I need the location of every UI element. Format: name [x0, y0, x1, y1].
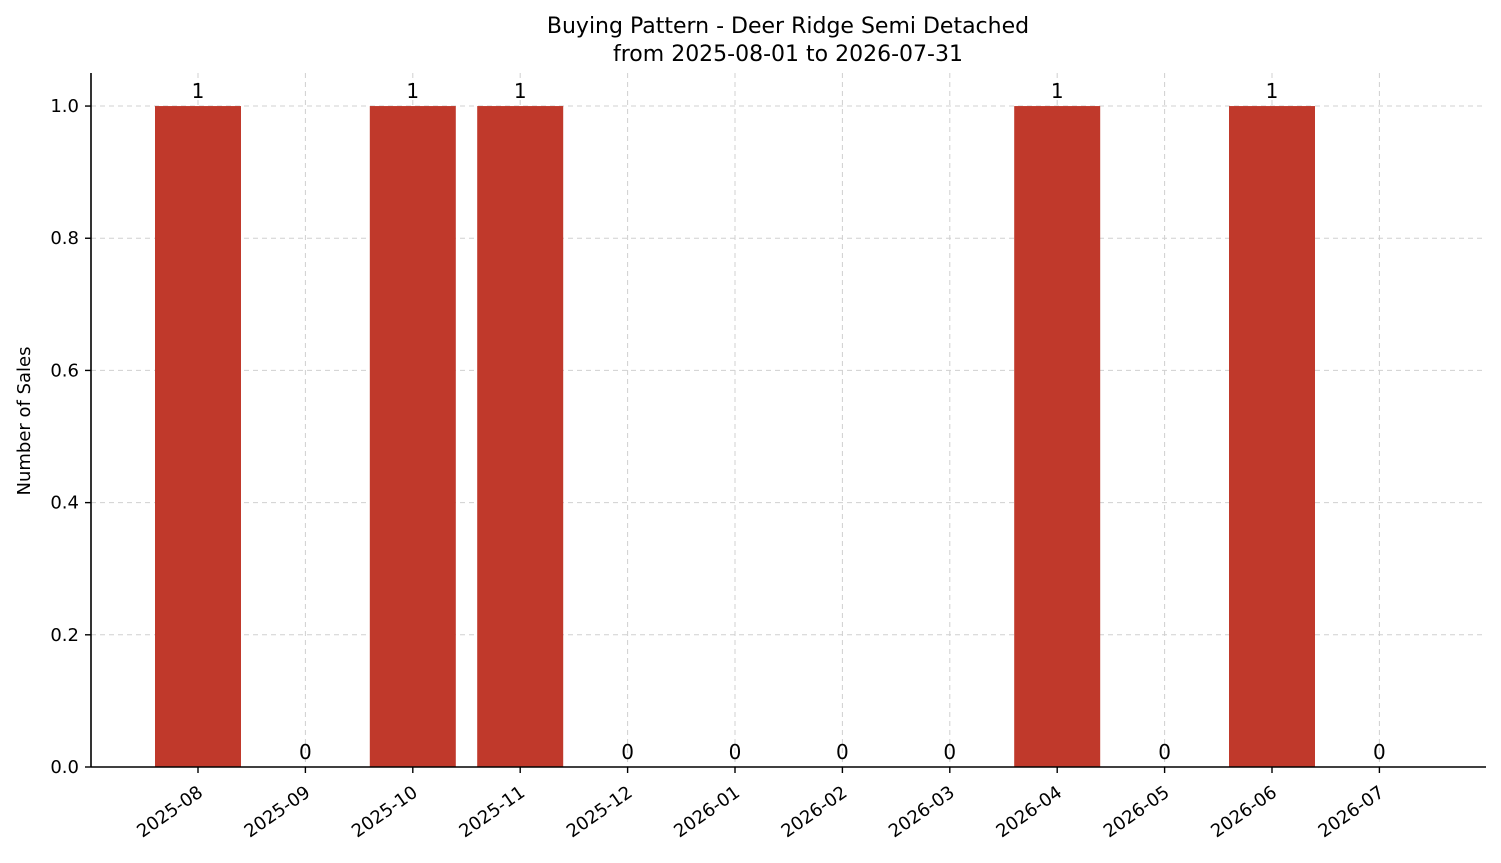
bar-2025-08: [155, 106, 241, 768]
value-labels-layer: 1 0 1 1 0 0 0 0 1 0 1 0: [192, 79, 1386, 764]
data-label: 1: [192, 79, 205, 103]
ticks-layer: 0.0 0.2 0.4 0.6 0.8 1.0 2025-08 2025-09 2025-10 2…: [50, 96, 1388, 842]
data-label: 0: [729, 740, 742, 764]
data-label: 0: [621, 740, 634, 764]
data-label: 0: [299, 740, 312, 764]
y-tick-label: 0.6: [50, 360, 79, 381]
x-tick-label: 2026-01: [670, 782, 744, 842]
y-tick-label: 0.4: [50, 493, 79, 514]
y-tick-label: 0.2: [50, 625, 79, 646]
x-tick-label: 2026-05: [1100, 782, 1174, 842]
chart-title: Buying Pattern - Deer Ridge Semi Detache…: [547, 14, 1029, 39]
x-tick-label: 2026-04: [992, 782, 1066, 842]
data-label: 0: [943, 740, 956, 764]
x-tick-label: 2025-09: [241, 782, 315, 842]
x-tick-label: 2025-08: [133, 782, 207, 842]
y-tick-label: 1.0: [50, 96, 79, 117]
x-tick-label: 2025-12: [563, 782, 637, 842]
data-label: 1: [406, 79, 419, 103]
y-tick-label: 0.0: [50, 757, 79, 778]
x-tick-label: 2026-03: [885, 782, 959, 842]
x-tick-label: 2026-07: [1315, 782, 1389, 842]
data-label: 0: [1373, 740, 1386, 764]
x-tick-label: 2025-10: [348, 782, 422, 842]
bar-2026-04: [1014, 106, 1101, 768]
data-label: 1: [1051, 79, 1064, 103]
bars-layer: [155, 106, 1315, 768]
x-tick-label: 2026-02: [778, 782, 852, 842]
data-label: 1: [514, 79, 527, 103]
data-label: 1: [1266, 79, 1279, 103]
data-label: 0: [836, 740, 849, 764]
chart-subtitle: from 2025-08-01 to 2026-07-31: [613, 42, 963, 67]
y-axis-label: Number of Sales: [14, 346, 35, 495]
axes-layer: [90, 73, 1486, 768]
bar-2025-11: [477, 106, 564, 768]
bar-2026-06: [1229, 106, 1315, 768]
bar-2025-10: [369, 106, 456, 768]
data-label: 0: [1158, 740, 1171, 764]
x-tick-label: 2026-06: [1207, 782, 1281, 842]
x-tick-label: 2025-11: [455, 782, 529, 842]
y-tick-label: 0.8: [50, 228, 79, 249]
